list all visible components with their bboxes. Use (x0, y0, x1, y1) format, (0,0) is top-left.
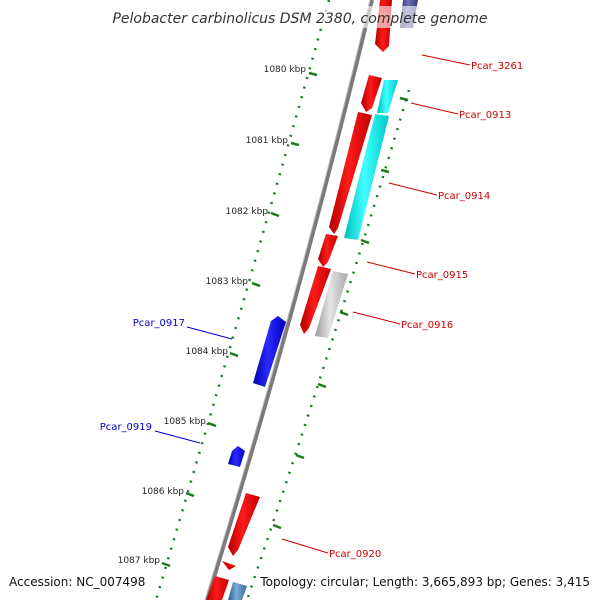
gene-pcar-0915-feature[interactable] (318, 234, 338, 267)
gene-small-red-feature[interactable] (222, 561, 236, 570)
outer-major-ticks (272, 96, 409, 530)
map-title: Pelobacter carbinolicus DSM 2380, comple… (112, 11, 487, 27)
gene-pcar-0916-red-feature[interactable] (300, 266, 331, 334)
genome-backbone (205, 0, 374, 600)
label-leaders (154, 54, 471, 554)
tick-label-1085: 1085 kbp (164, 417, 207, 427)
inner-dotted-track (154, 0, 331, 600)
tick-label-1083: 1083 kbp (206, 277, 249, 287)
gene-pcar-0917-feature[interactable] (253, 316, 286, 387)
gene-pcar-0916-feature[interactable] (315, 271, 348, 338)
gene-pcar-0913-feature[interactable] (377, 80, 398, 113)
footer-accession: Accession: NC_007498 (9, 575, 145, 589)
gene-label-pcar-0916[interactable]: Pcar_0916 (401, 320, 453, 331)
gene-label-pcar-0915[interactable]: Pcar_0915 (416, 270, 468, 281)
tick-label-1084: 1084 kbp (186, 347, 229, 357)
gene-pcar-0914-feature[interactable] (344, 114, 389, 240)
gene-label-pcar-0917[interactable]: Pcar_0917 (133, 318, 185, 329)
gene-label-pcar-0919[interactable]: Pcar_0919 (100, 422, 152, 433)
tick-label-1080: 1080 kbp (264, 65, 307, 75)
footer-summary-backdrop (258, 572, 592, 590)
gene-pcar-0920-feature[interactable] (228, 493, 260, 556)
gene-pcar-0913-red-feature[interactable] (361, 75, 382, 112)
gene-label-pcar-3261[interactable]: Pcar_3261 (471, 61, 523, 72)
gene-pcar-0919-feature[interactable] (228, 446, 245, 467)
genome-backbone-highlight (204, 0, 371, 600)
gene-label-pcar-0913[interactable]: Pcar_0913 (459, 110, 511, 121)
tick-label-1082: 1082 kbp (226, 207, 269, 217)
inner-major-ticks (161, 71, 318, 568)
gene-label-pcar-0920[interactable]: Pcar_0920 (329, 549, 381, 560)
title-backdrop (110, 6, 490, 28)
tick-label-1087: 1087 kbp (118, 556, 161, 566)
tick-label-1081: 1081 kbp (246, 136, 289, 146)
gene-label-pcar-0914[interactable]: Pcar_0914 (438, 191, 490, 202)
tick-label-1086: 1086 kbp (142, 487, 185, 497)
gene-bottom-steel-feature[interactable] (228, 582, 247, 600)
footer-accession-backdrop (6, 572, 146, 590)
gene-pcar-0914-red-feature[interactable] (329, 112, 372, 234)
gene-bottom-red-feature[interactable] (206, 576, 229, 600)
footer-summary: Topology: circular; Length: 3,665,893 bp… (259, 575, 590, 589)
